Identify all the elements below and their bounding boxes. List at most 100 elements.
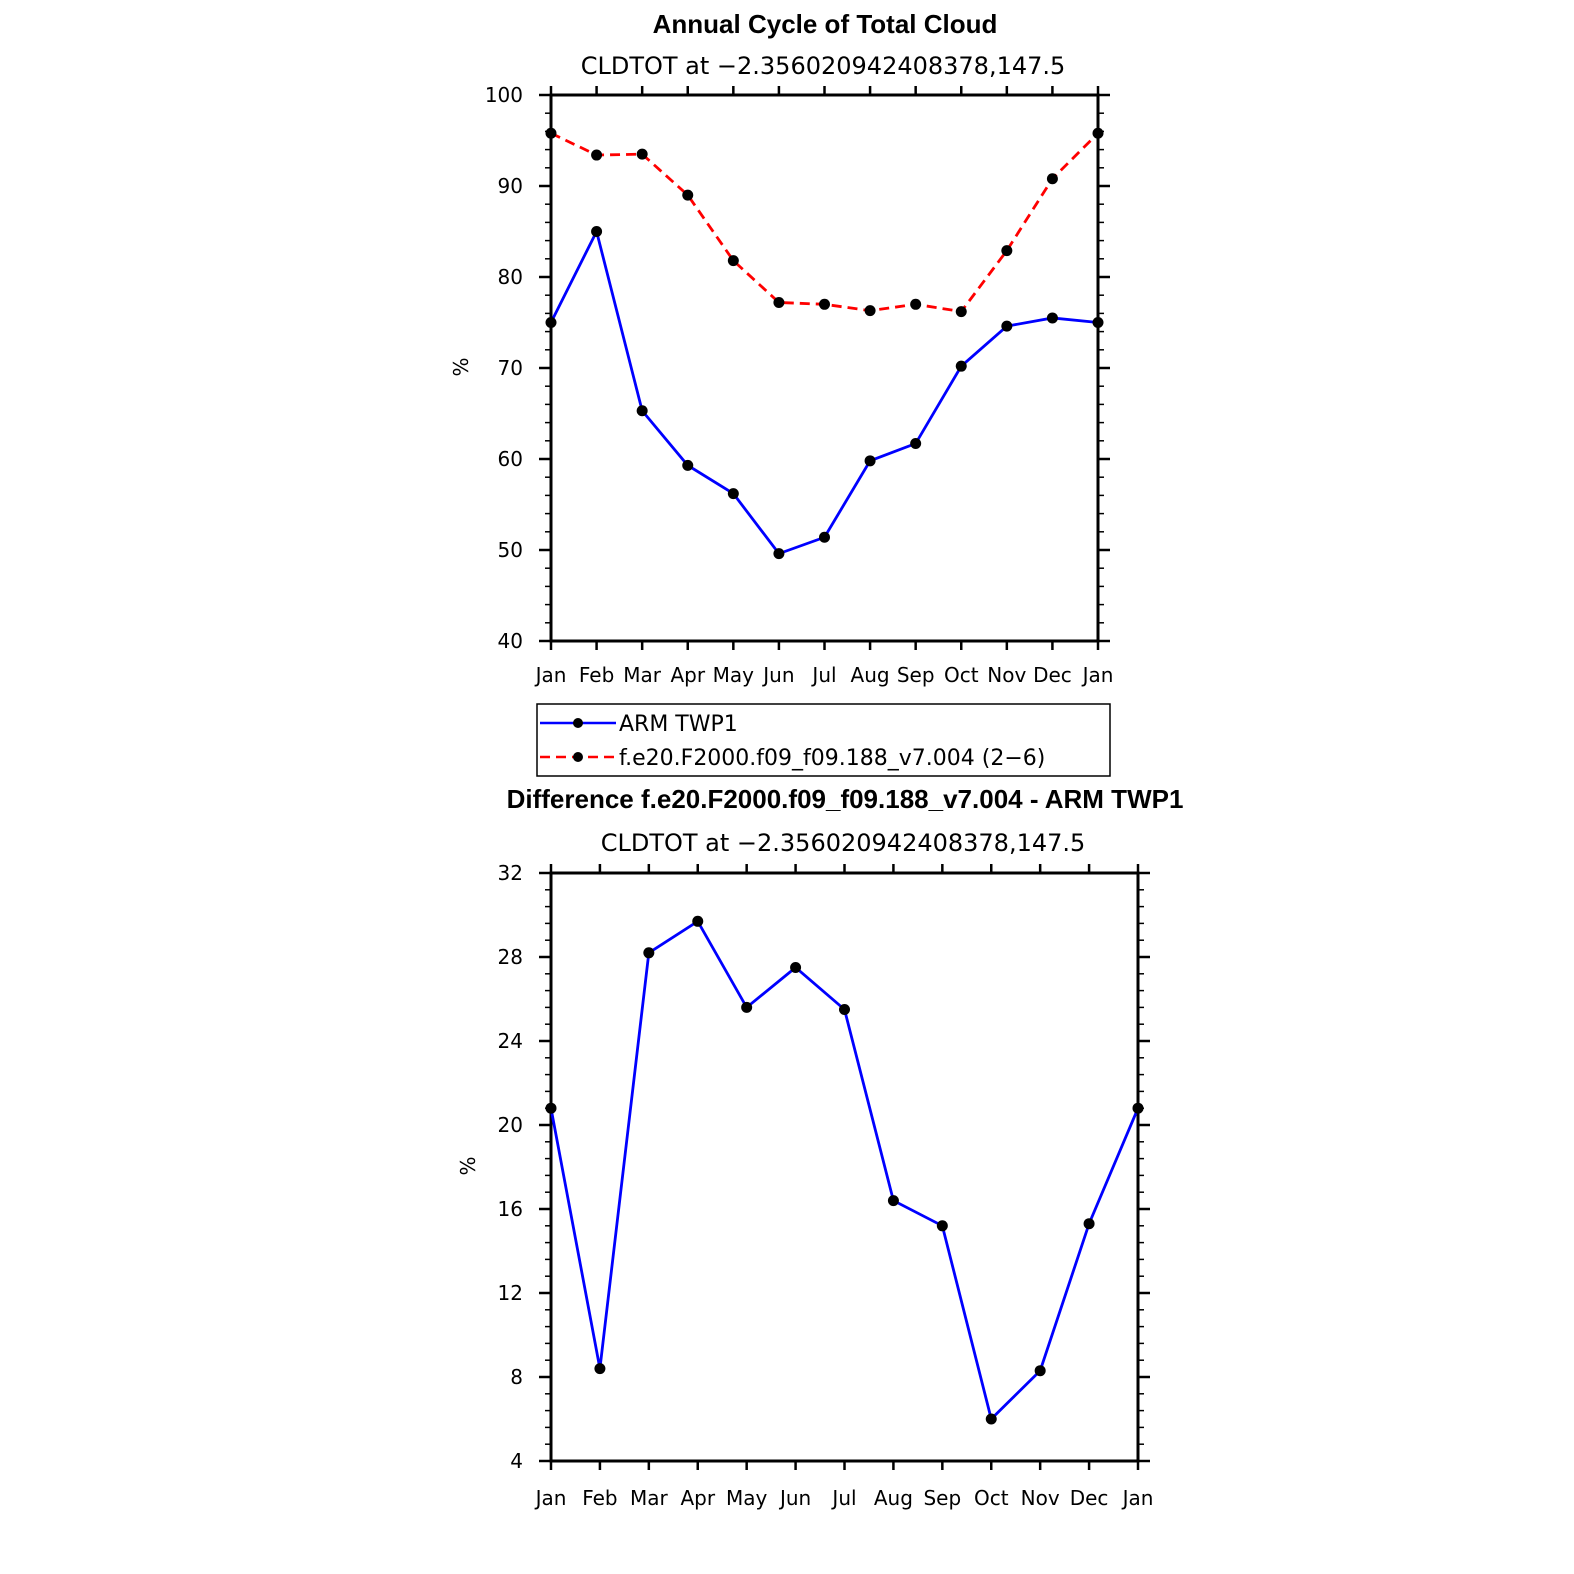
series-line [549,919,1140,1422]
y-tick-label: 4 [510,1449,523,1473]
data-point [910,438,922,450]
data-point [839,1004,850,1015]
data-point [1092,317,1104,328]
y-tick-label: 16 [498,1197,523,1221]
x-tick-label: Mar [623,663,662,687]
data-point [819,531,830,543]
x-tick-label: Jan [534,663,567,687]
x-tick-label: Oct [944,663,979,687]
data-point [1034,1365,1046,1377]
data-point [591,149,603,161]
x-tick-label: Jun [761,663,794,687]
data-point [1046,312,1058,324]
x-tick-label: May [713,663,755,687]
data-point [636,148,648,160]
legend-box [536,703,1111,777]
data-point [727,255,739,267]
data-point [741,1001,753,1013]
chart-subtitle: CLDTOT at −2.356020942408378,147.5 [581,52,1066,80]
plot-frame [549,871,1140,1463]
x-tick-label: Nov [987,663,1026,687]
data-point [1092,127,1104,139]
series-line [550,131,1099,314]
y-tick-label: 8 [510,1365,523,1389]
data-point [727,488,739,500]
y-tick-label: 40 [498,629,523,653]
x-tick-label: Aug [851,663,890,687]
data-point [864,455,876,467]
legend-marker-arm [573,718,583,728]
data-point [692,915,704,927]
data-point [910,298,922,310]
plot-frame [549,93,1100,643]
data-point [819,298,830,310]
x-tick-label: Jul [830,1486,856,1510]
y-tick-label: 90 [498,174,523,198]
y-tick-label: 32 [498,861,523,885]
data-point [643,947,655,959]
data-point [545,127,557,139]
x-tick-label: Jan [1081,663,1114,687]
x-tick-label: Apr [670,663,705,687]
y-tick-label: 100 [485,83,523,107]
series-line [549,227,1099,556]
x-tick-label: Jul [810,663,836,687]
y-tick-label: 12 [498,1281,523,1305]
y-tick-label: 28 [498,945,523,969]
chart-title: Difference f.e20.F2000.f09_f09.188_v7.00… [507,784,1184,814]
y-tick-label: 24 [498,1029,523,1053]
data-point [1001,245,1013,257]
annual-cycle-chart: Annual Cycle of Total Cloud CLDTOT at −2… [449,9,1114,777]
x-tick-label: Nov [1021,1486,1060,1510]
y-tick-label: 20 [498,1113,523,1137]
data-point [545,1102,557,1114]
data-point [773,548,785,560]
y-axis-label: % [456,1156,480,1175]
data-point [594,1363,606,1375]
difference-chart: Difference f.e20.F2000.f09_f09.188_v7.00… [456,784,1183,1510]
y-tick-label: 70 [498,356,523,380]
data-point [1046,173,1058,185]
x-tick-label: May [726,1486,768,1510]
data-point [682,189,694,201]
data-point [887,1195,899,1207]
data-point [936,1220,948,1232]
x-tick-label: Dec [1070,1486,1109,1510]
x-tick-label: Oct [974,1486,1009,1510]
data-point [955,360,967,372]
chart-title: Annual Cycle of Total Cloud [653,9,998,39]
data-point [636,405,648,417]
data-point [545,317,557,328]
legend-marker-model [573,752,583,762]
x-tick-label: Feb [582,1486,617,1510]
x-tick-label: Feb [579,663,614,687]
x-tick-label: Apr [680,1486,715,1510]
x-tick-label: Dec [1033,663,1072,687]
data-point [591,226,603,237]
data-point [1132,1102,1144,1114]
x-tick-label: Jan [534,1486,567,1510]
x-tick-label: Mar [630,1486,669,1510]
data-point [864,305,876,317]
legend-label-arm: ARM TWP1 [619,712,738,737]
data-point [1083,1218,1095,1230]
x-tick-label: Sep [897,663,935,687]
legend-label-model: f.e20.F2000.f09_f09.188_v7.004 (2−6) [619,746,1045,771]
x-tick-label: Jun [778,1486,811,1510]
y-tick-label: 60 [498,447,523,471]
data-point [773,296,785,308]
y-tick-label: 80 [498,265,523,289]
legend: ARM TWP1 f.e20.F2000.f09_f09.188_v7.004 … [536,703,1111,777]
data-point [682,459,694,471]
x-tick-label: Jan [1121,1486,1154,1510]
data-point [985,1413,997,1425]
chart-subtitle: CLDTOT at −2.356020942408378,147.5 [601,829,1086,857]
x-tick-label: Sep [923,1486,961,1510]
data-point [790,962,802,973]
data-point [1001,320,1013,332]
y-axis-label: % [449,357,473,376]
data-point [955,306,967,318]
x-tick-label: Aug [874,1486,913,1510]
y-tick-label: 50 [498,538,523,562]
